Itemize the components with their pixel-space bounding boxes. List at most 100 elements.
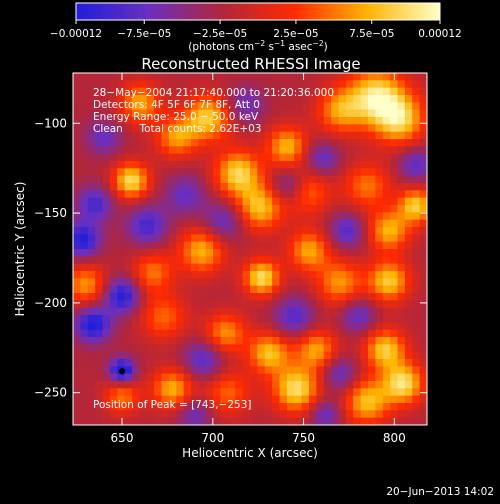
heatmap-cell: [176, 117, 185, 125]
heatmap-cell: [191, 219, 199, 228]
heatmap-cell: [272, 322, 280, 331]
heatmap-cell: [132, 307, 140, 316]
heatmap-cell: [301, 80, 310, 89]
heatmap-cell: [397, 109, 406, 118]
heatmap-cell: [191, 315, 199, 323]
heatmap-cell: [168, 403, 177, 411]
heatmap-cell: [102, 388, 111, 397]
heatmap-cell: [183, 381, 192, 389]
heatmap-cell: [191, 381, 199, 389]
heatmap-cell: [146, 388, 155, 397]
heatmap-cell: [419, 190, 428, 199]
heatmap-cell: [154, 95, 162, 103]
heatmap-cell: [146, 403, 155, 411]
heatmap-cell: [213, 417, 221, 426]
heatmap-cell: [154, 197, 162, 206]
heatmap-cell: [301, 329, 310, 338]
heatmap-cell: [412, 351, 421, 360]
heatmap-cell: [139, 146, 148, 155]
heatmap-cell: [95, 315, 103, 323]
heatmap-cell: [139, 263, 148, 272]
heatmap-cell: [250, 359, 258, 367]
heatmap-cell: [87, 351, 96, 360]
heatmap-cell: [242, 190, 251, 199]
heatmap-cell: [117, 403, 126, 411]
annotation-energy-range: Energy Range: 25.0 − 50.0 keV: [93, 111, 259, 123]
heatmap-cell: [338, 109, 347, 118]
heatmap-cell: [132, 234, 140, 243]
heatmap-cell: [323, 102, 332, 111]
heatmap-cell: [146, 249, 155, 257]
heatmap-cell: [345, 205, 354, 213]
heatmap-cell: [80, 227, 89, 235]
heatmap-cell: [132, 95, 140, 103]
heatmap-cell: [220, 146, 229, 155]
heatmap-cell: [109, 139, 118, 147]
heatmap-cell: [161, 168, 170, 177]
heatmap-cell: [264, 183, 273, 191]
heatmap-cell: [338, 175, 347, 184]
heatmap-cell: [279, 278, 288, 287]
heatmap-cell: [87, 87, 96, 96]
heatmap-cell: [309, 153, 317, 162]
heatmap-cell: [345, 190, 354, 199]
heatmap-cell: [419, 403, 428, 411]
heatmap-cell: [109, 131, 118, 140]
heatmap-cell: [109, 285, 118, 294]
heatmap-cell: [419, 381, 428, 389]
heatmap-cell: [242, 219, 251, 228]
heatmap-cell: [242, 307, 251, 316]
heatmap-cell: [419, 109, 428, 118]
heatmap-cell: [264, 388, 273, 397]
heatmap-cell: [183, 227, 192, 235]
heatmap-cell: [176, 131, 185, 140]
heatmap-cell: [397, 403, 406, 411]
heatmap-cell: [390, 256, 398, 265]
heatmap-cell: [250, 146, 258, 155]
heatmap-cell: [235, 205, 244, 213]
heatmap-cell: [73, 95, 81, 103]
heatmap-cell: [87, 139, 96, 147]
heatmap-cell: [205, 117, 214, 125]
heatmap-cell: [390, 161, 398, 169]
heatmap-cell: [168, 366, 177, 375]
heatmap-cell: [73, 285, 81, 294]
heatmap-cell: [338, 351, 347, 360]
heatmap-cell: [301, 73, 310, 81]
heatmap-cell: [146, 395, 155, 404]
heatmap-cell: [198, 205, 207, 213]
heatmap-cell: [286, 227, 295, 235]
heatmap-cell: [250, 234, 258, 243]
heatmap-cell: [146, 417, 155, 426]
heatmap-cell: [124, 344, 133, 353]
heatmap-cell: [161, 337, 170, 345]
colorbar-units-part: s: [265, 41, 274, 53]
heatmap-cell: [257, 249, 266, 257]
heatmap-cell: [264, 124, 273, 133]
heatmap-cell: [257, 161, 266, 169]
heatmap-cell: [353, 278, 362, 287]
heatmap-cell: [109, 161, 118, 169]
heatmap-cell: [213, 183, 221, 191]
heatmap-cell: [301, 403, 310, 411]
heatmap-cell: [198, 344, 207, 353]
heatmap-cell: [161, 80, 170, 89]
heatmap-cell: [331, 381, 339, 389]
heatmap-cell: [168, 168, 177, 177]
heatmap-cell: [87, 271, 96, 279]
heatmap-cell: [80, 395, 89, 404]
heatmap-cell: [139, 417, 148, 426]
heatmap-cell: [168, 271, 177, 279]
heatmap-cell: [205, 212, 214, 221]
heatmap-cell: [95, 227, 103, 235]
heatmap-cell: [294, 131, 303, 140]
heatmap-cell: [331, 131, 339, 140]
heatmap-cell: [176, 410, 185, 419]
heatmap-cell: [132, 351, 140, 360]
heatmap-cell: [183, 153, 192, 162]
heatmap-cell: [139, 139, 148, 147]
heatmap-cell: [338, 139, 347, 147]
heatmap-cell: [250, 307, 258, 316]
heatmap-cell: [146, 329, 155, 338]
heatmap-cell: [272, 307, 280, 316]
